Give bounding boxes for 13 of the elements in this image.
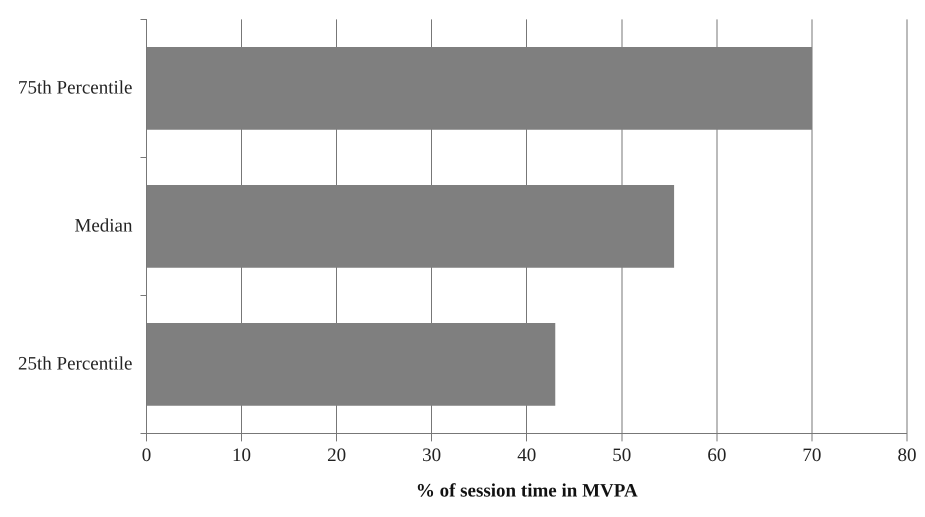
x-tick-label: 80: [898, 444, 916, 466]
y-tick-label: Median: [74, 215, 133, 236]
y-tick-label: 75th Percentile: [18, 77, 132, 98]
x-tick-label: 60: [707, 444, 726, 466]
x-axis-title: % of session time in MVPA: [416, 480, 638, 502]
x-tick-label: 40: [517, 444, 536, 466]
x-tick-label: 10: [232, 444, 252, 466]
x-tick-label: 30: [422, 444, 442, 466]
x-tick-label: 20: [327, 444, 346, 466]
y-tick-label: 25th Percentile: [18, 353, 132, 374]
x-tick-label: 70: [802, 444, 822, 466]
x-tick-label: 50: [612, 444, 632, 466]
x-tick-label: 0: [142, 444, 152, 466]
